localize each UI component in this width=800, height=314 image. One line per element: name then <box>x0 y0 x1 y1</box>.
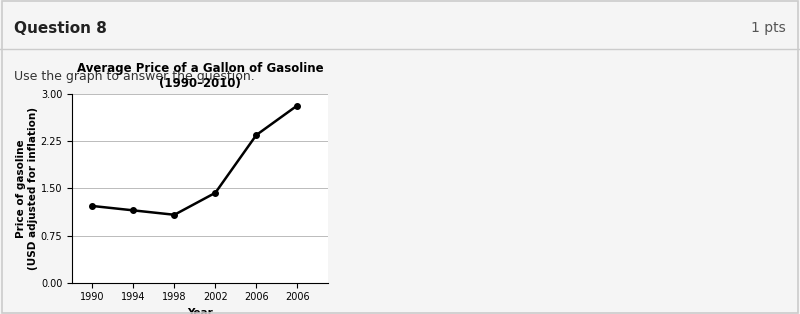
Y-axis label: Price of gasoline
(USD adjusted for inflation): Price of gasoline (USD adjusted for infl… <box>16 107 38 270</box>
Text: Use the graph to answer the question.: Use the graph to answer the question. <box>14 70 255 83</box>
X-axis label: Year: Year <box>187 308 213 314</box>
Title: Average Price of a Gallon of Gasoline
(1990–2010): Average Price of a Gallon of Gasoline (1… <box>77 62 323 90</box>
Text: 1 pts: 1 pts <box>751 21 786 35</box>
Text: Question 8: Question 8 <box>14 21 107 36</box>
